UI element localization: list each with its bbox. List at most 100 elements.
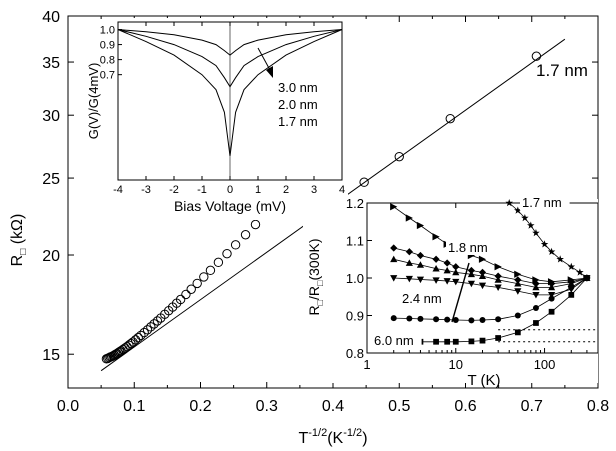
main-x-tick-label: 0.3: [256, 398, 278, 415]
temperature-data-point: [495, 316, 502, 323]
temperature-annotation-bg: [400, 291, 450, 306]
temperature-data-point: [390, 255, 398, 263]
tunneling-y-tick-label: 0.7: [100, 70, 115, 82]
main-data-point: [359, 177, 369, 187]
temperature-data-point: [532, 291, 540, 299]
main-data-point: [146, 322, 156, 332]
temperature-data-point: [432, 265, 440, 272]
temperature-data-point: [467, 270, 476, 278]
temperature-inset-bg: [303, 199, 598, 383]
temperature-x-axis-label: T (K): [467, 372, 500, 389]
temperature-data-point: [452, 278, 460, 286]
temperature-data-point: [405, 214, 413, 222]
temperature-data-point: [494, 276, 502, 283]
main-data-point: [192, 278, 202, 289]
main-x-axis-label: T-1/2(K-1/2): [298, 427, 367, 447]
main-data-point: [186, 284, 196, 294]
temperature-data-point: [452, 317, 459, 323]
main-x-tick-label: 0.7: [521, 398, 543, 415]
temperature-data-point: [416, 276, 425, 284]
temperature-data-point: [532, 283, 540, 291]
temperature-data-point: [390, 244, 398, 252]
x-label-close: ): [362, 430, 367, 447]
temperature-data-point: [416, 251, 425, 260]
temperature-data-point: [444, 338, 451, 345]
tunneling-x-tick-label: 0: [227, 184, 233, 196]
temperature-annotation-label: 2.4 nm: [402, 291, 442, 306]
temperature-data-point: [467, 266, 476, 275]
temperature-curve: [393, 277, 588, 296]
temperature-data-point: [443, 259, 451, 267]
temperature-data-point: [468, 338, 475, 345]
temperature-x-tick-label: 100: [534, 357, 556, 372]
temperature-data-point: [567, 280, 575, 287]
temperature-data-point: [479, 337, 486, 344]
main-data-point: [113, 347, 124, 358]
temperature-y-axis-label: R□/R□(300K): [306, 238, 325, 315]
main-data-point: [133, 332, 143, 343]
tunneling-curve: [117, 29, 343, 88]
main-x-tick-label: 0.6: [454, 398, 476, 415]
tunneling-y-axis-label: G(V)/G(4mV): [86, 63, 101, 140]
temperature-data-point: [390, 315, 397, 322]
temperature-data-point: [527, 221, 535, 229]
temp-y-label-sub: □: [315, 299, 325, 305]
main-y-axis-label: R□ (kΩ): [9, 214, 29, 267]
main-y-tick-label: 15: [42, 347, 60, 364]
main-y-tick-label: 20: [42, 248, 60, 265]
temperature-data-point: [567, 262, 576, 270]
temperature-data-point: [548, 295, 555, 302]
tunneling-legend-label: 2.0 nm: [278, 97, 318, 112]
main-data-point: [250, 219, 261, 230]
temperature-data-point: [432, 233, 440, 241]
temperature-data-point: [406, 315, 413, 322]
temperature-data-point: [494, 272, 502, 280]
temperature-x-tick-label: 10: [449, 357, 463, 372]
temperature-data-point: [478, 282, 487, 290]
main-x-tick-label: 0.5: [388, 398, 410, 415]
main-data-point: [181, 289, 191, 300]
main-data-point: [136, 330, 146, 341]
tunneling-curve: [117, 29, 343, 156]
temperature-data-point: [478, 268, 487, 276]
temperature-data-point: [583, 274, 591, 282]
main-data-point: [142, 325, 153, 335]
temperature-data-point: [390, 275, 398, 282]
tunneling-x-tick-label: -1: [197, 184, 207, 196]
tunneling-legend-label: 3.0 nm: [278, 80, 318, 95]
temperature-trend-arrow: [451, 262, 470, 323]
temperature-data-point: [468, 317, 475, 324]
tunneling-y-tick-label: 1.0: [100, 25, 115, 37]
temperature-data-point: [532, 305, 539, 311]
x-label-sup: -1/2: [308, 427, 327, 439]
main-data-point: [213, 257, 224, 268]
temperature-data-point: [547, 291, 556, 299]
y-label-sub: □: [18, 249, 29, 255]
main-data-point: [199, 272, 209, 282]
temperature-data-point: [514, 280, 522, 287]
main-y-tick-label: 35: [42, 55, 60, 72]
temperature-data-point: [452, 263, 460, 271]
temperature-data-point: [452, 268, 460, 276]
temperature-data-point: [444, 316, 451, 323]
tunneling-legend-label: 1.7 nm: [278, 114, 318, 129]
temperature-data-point: [533, 320, 539, 326]
main-data-point: [149, 319, 159, 329]
temperature-data-point: [514, 312, 521, 319]
main-x-tick-label: 0.1: [123, 398, 145, 415]
temperature-y-tick-label: 1.2: [346, 196, 364, 211]
temperature-data-point: [467, 280, 476, 288]
main-data-point: [205, 265, 216, 276]
temperature-curve: [393, 258, 588, 288]
x-label-units-sup: -1/2: [343, 427, 362, 439]
tunneling-x-tick-label: 1: [255, 184, 261, 196]
temperature-data-point: [478, 255, 487, 263]
tunneling-y-tick-label: 0.9: [100, 40, 115, 52]
main-x-tick-label: 0.2: [189, 398, 211, 415]
temperature-data-point: [547, 247, 556, 255]
tunneling-y-tick-label: 0.8: [100, 55, 115, 67]
temperature-data-point: [532, 280, 540, 288]
temperature-data-point: [443, 278, 451, 285]
